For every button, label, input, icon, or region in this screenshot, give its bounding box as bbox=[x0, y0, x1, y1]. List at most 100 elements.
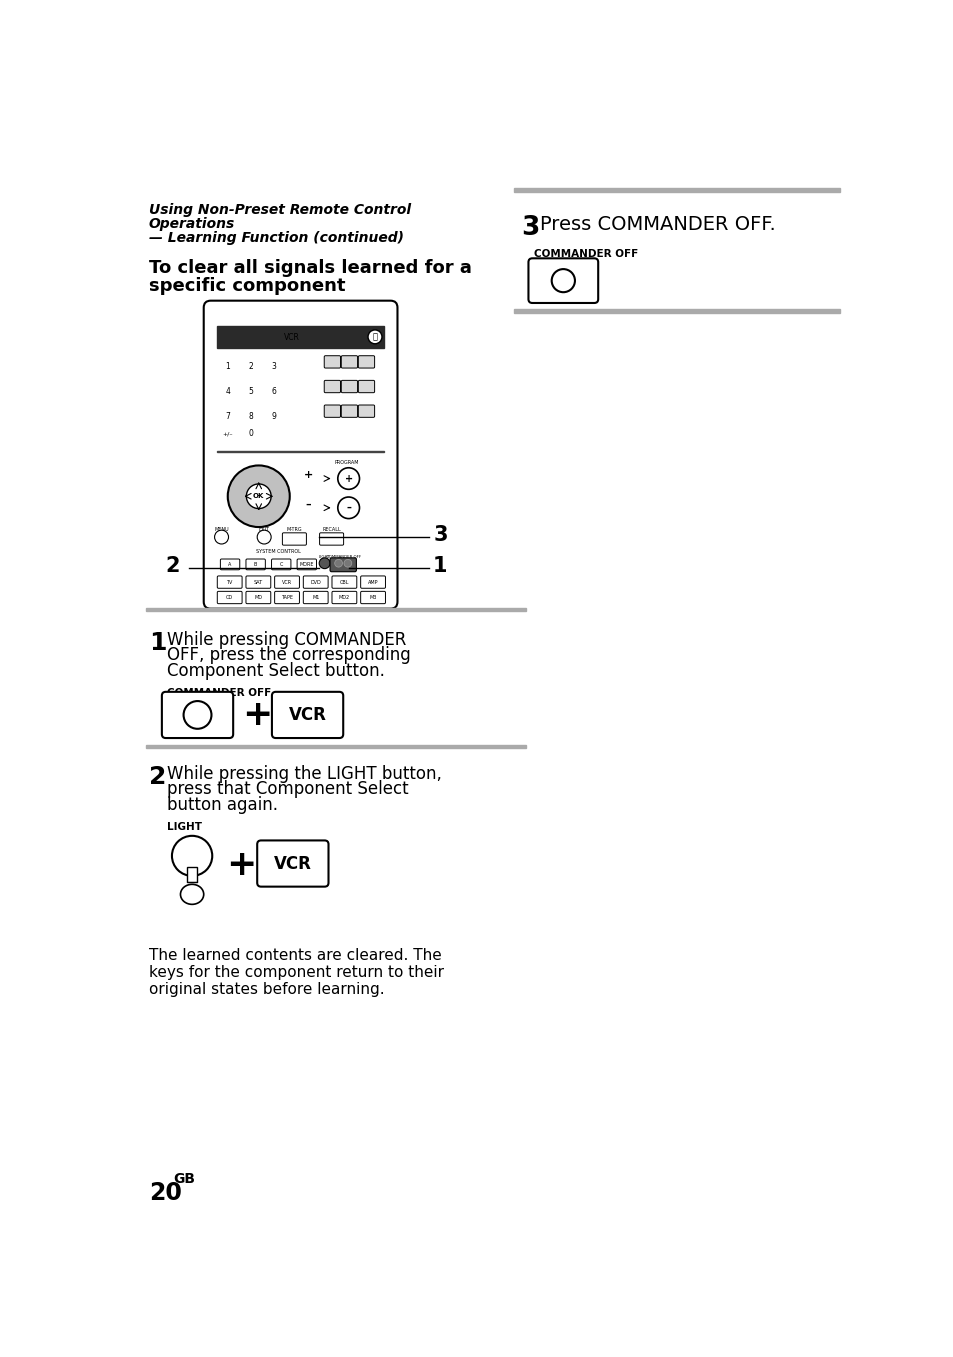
Text: VCR: VCR bbox=[274, 855, 312, 873]
Text: –: – bbox=[346, 503, 351, 513]
Circle shape bbox=[337, 468, 359, 490]
Bar bbox=[146, 608, 525, 611]
Bar bbox=[514, 309, 840, 313]
Text: MD: MD bbox=[254, 594, 262, 600]
Text: 4: 4 bbox=[225, 387, 230, 396]
Text: MORE: MORE bbox=[299, 562, 314, 567]
Text: A: A bbox=[228, 562, 232, 567]
Text: 1: 1 bbox=[225, 362, 230, 372]
Circle shape bbox=[551, 269, 575, 292]
Circle shape bbox=[183, 702, 212, 729]
Text: The learned contents are cleared. The: The learned contents are cleared. The bbox=[149, 949, 441, 963]
FancyBboxPatch shape bbox=[332, 575, 356, 589]
FancyBboxPatch shape bbox=[303, 592, 328, 604]
Text: M-TRG: M-TRG bbox=[286, 527, 302, 532]
Text: 9: 9 bbox=[272, 411, 276, 421]
Text: 7: 7 bbox=[225, 411, 230, 421]
Text: 3: 3 bbox=[272, 362, 276, 372]
Text: RECALL: RECALL bbox=[322, 527, 340, 532]
FancyBboxPatch shape bbox=[296, 559, 316, 570]
Text: LIGHT: LIGHT bbox=[167, 822, 202, 832]
FancyBboxPatch shape bbox=[341, 380, 357, 392]
Circle shape bbox=[335, 559, 342, 567]
Text: +: + bbox=[303, 471, 313, 480]
Text: TAPE: TAPE bbox=[281, 594, 293, 600]
Text: +: + bbox=[242, 697, 273, 731]
FancyBboxPatch shape bbox=[303, 575, 328, 589]
FancyBboxPatch shape bbox=[246, 575, 271, 589]
FancyBboxPatch shape bbox=[330, 558, 356, 571]
Text: Using Non-Preset Remote Control: Using Non-Preset Remote Control bbox=[149, 204, 411, 217]
Circle shape bbox=[344, 559, 352, 567]
FancyBboxPatch shape bbox=[204, 301, 397, 609]
FancyBboxPatch shape bbox=[274, 592, 299, 604]
Text: 2: 2 bbox=[249, 362, 253, 372]
Text: TV: TV bbox=[226, 579, 233, 585]
FancyBboxPatch shape bbox=[274, 575, 299, 589]
Bar bbox=[216, 451, 384, 452]
Circle shape bbox=[257, 531, 271, 544]
Text: M3: M3 bbox=[369, 594, 376, 600]
FancyBboxPatch shape bbox=[282, 533, 306, 546]
Text: 0: 0 bbox=[249, 429, 253, 438]
FancyBboxPatch shape bbox=[246, 592, 271, 604]
FancyBboxPatch shape bbox=[272, 692, 343, 738]
Circle shape bbox=[228, 465, 290, 527]
Text: original states before learning.: original states before learning. bbox=[149, 982, 384, 997]
Text: 2: 2 bbox=[166, 555, 180, 575]
Circle shape bbox=[172, 836, 212, 875]
FancyBboxPatch shape bbox=[528, 258, 598, 303]
Text: GB: GB bbox=[173, 1171, 195, 1186]
Text: M1: M1 bbox=[312, 594, 319, 600]
Text: Press COMMANDER OFF.: Press COMMANDER OFF. bbox=[539, 216, 775, 235]
Text: 5: 5 bbox=[249, 387, 253, 396]
Text: AMP: AMP bbox=[368, 579, 378, 585]
FancyBboxPatch shape bbox=[217, 575, 242, 589]
Text: PROGRAM: PROGRAM bbox=[334, 460, 358, 465]
Text: 1: 1 bbox=[149, 631, 166, 655]
Text: 3: 3 bbox=[433, 525, 447, 544]
Text: SYSTEM CONTROL: SYSTEM CONTROL bbox=[256, 550, 301, 555]
Text: DVD: DVD bbox=[310, 579, 321, 585]
Text: COMMANDER OFF: COMMANDER OFF bbox=[167, 688, 272, 697]
FancyBboxPatch shape bbox=[341, 404, 357, 418]
Text: 20: 20 bbox=[149, 1181, 181, 1205]
Circle shape bbox=[246, 484, 271, 509]
Text: –: – bbox=[305, 499, 311, 510]
Text: LIGHT: LIGHT bbox=[318, 555, 331, 559]
Circle shape bbox=[319, 558, 330, 569]
Text: CBL: CBL bbox=[339, 579, 349, 585]
FancyBboxPatch shape bbox=[341, 356, 357, 368]
Text: specific component: specific component bbox=[149, 277, 345, 294]
FancyBboxPatch shape bbox=[220, 559, 239, 570]
Text: MENU: MENU bbox=[214, 527, 229, 532]
FancyBboxPatch shape bbox=[257, 840, 328, 886]
Text: OFF, press the corresponding: OFF, press the corresponding bbox=[167, 646, 411, 665]
Text: While pressing the LIGHT button,: While pressing the LIGHT button, bbox=[167, 765, 441, 783]
FancyBboxPatch shape bbox=[358, 356, 375, 368]
Text: C: C bbox=[279, 562, 283, 567]
Bar bbox=[187, 867, 196, 882]
Circle shape bbox=[214, 531, 229, 544]
Text: Operations: Operations bbox=[149, 217, 234, 231]
Text: VCR: VCR bbox=[282, 579, 292, 585]
Text: 8: 8 bbox=[249, 411, 253, 421]
Text: MD2: MD2 bbox=[338, 594, 350, 600]
FancyBboxPatch shape bbox=[246, 559, 265, 570]
FancyBboxPatch shape bbox=[162, 692, 233, 738]
FancyBboxPatch shape bbox=[319, 533, 343, 546]
FancyBboxPatch shape bbox=[332, 592, 356, 604]
FancyBboxPatch shape bbox=[272, 559, 291, 570]
Circle shape bbox=[368, 330, 381, 343]
Text: To clear all signals learned for a: To clear all signals learned for a bbox=[149, 259, 471, 277]
Text: EXIT: EXIT bbox=[258, 527, 270, 532]
FancyBboxPatch shape bbox=[324, 380, 340, 392]
FancyBboxPatch shape bbox=[360, 575, 385, 589]
Text: B: B bbox=[253, 562, 257, 567]
Text: 6: 6 bbox=[272, 387, 276, 396]
Text: 3: 3 bbox=[520, 216, 538, 242]
Text: COMMANDER OFF: COMMANDER OFF bbox=[534, 250, 638, 259]
Bar bbox=[146, 745, 525, 748]
Text: +/–: +/– bbox=[222, 432, 233, 437]
Text: COMMANDER OFF: COMMANDER OFF bbox=[325, 555, 360, 559]
